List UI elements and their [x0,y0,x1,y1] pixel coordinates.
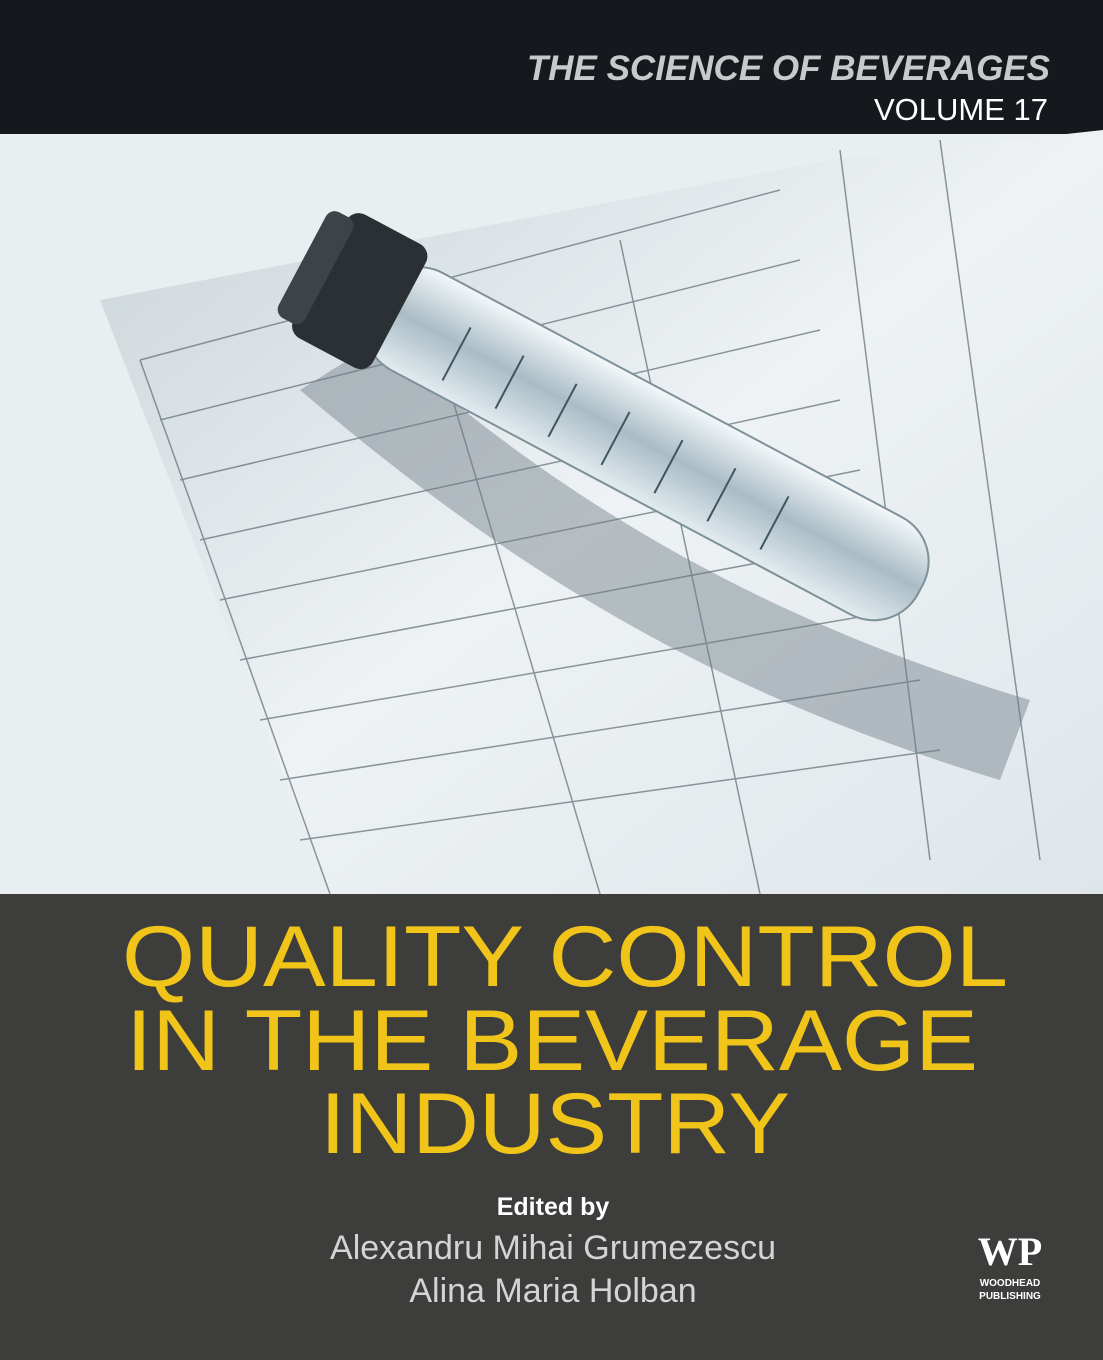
volume: VOLUME 17 [874,92,1048,127]
editor: Alexandru Mihai Grumezescu [330,1229,776,1267]
editor: Alina Maria Holban [409,1272,696,1310]
publisher-name: WOODHEAD [980,1278,1041,1289]
bottom-band [0,894,1103,1360]
publisher-mark: WP [978,1229,1042,1274]
top-band [0,0,1103,134]
title-line: INDUSTRY [320,1076,790,1172]
publisher-logo: WP WOODHEAD PUBLISHING [978,1229,1042,1302]
title-line: IN THE BEVERAGE [126,993,978,1089]
title-line: QUALITY CONTROL [122,909,1008,1005]
cover-photo [0,130,1103,895]
edited-by: Edited by [497,1193,610,1221]
publisher-name: PUBLISHING [979,1291,1041,1302]
series-title: THE SCIENCE OF BEVERAGES [527,49,1050,88]
